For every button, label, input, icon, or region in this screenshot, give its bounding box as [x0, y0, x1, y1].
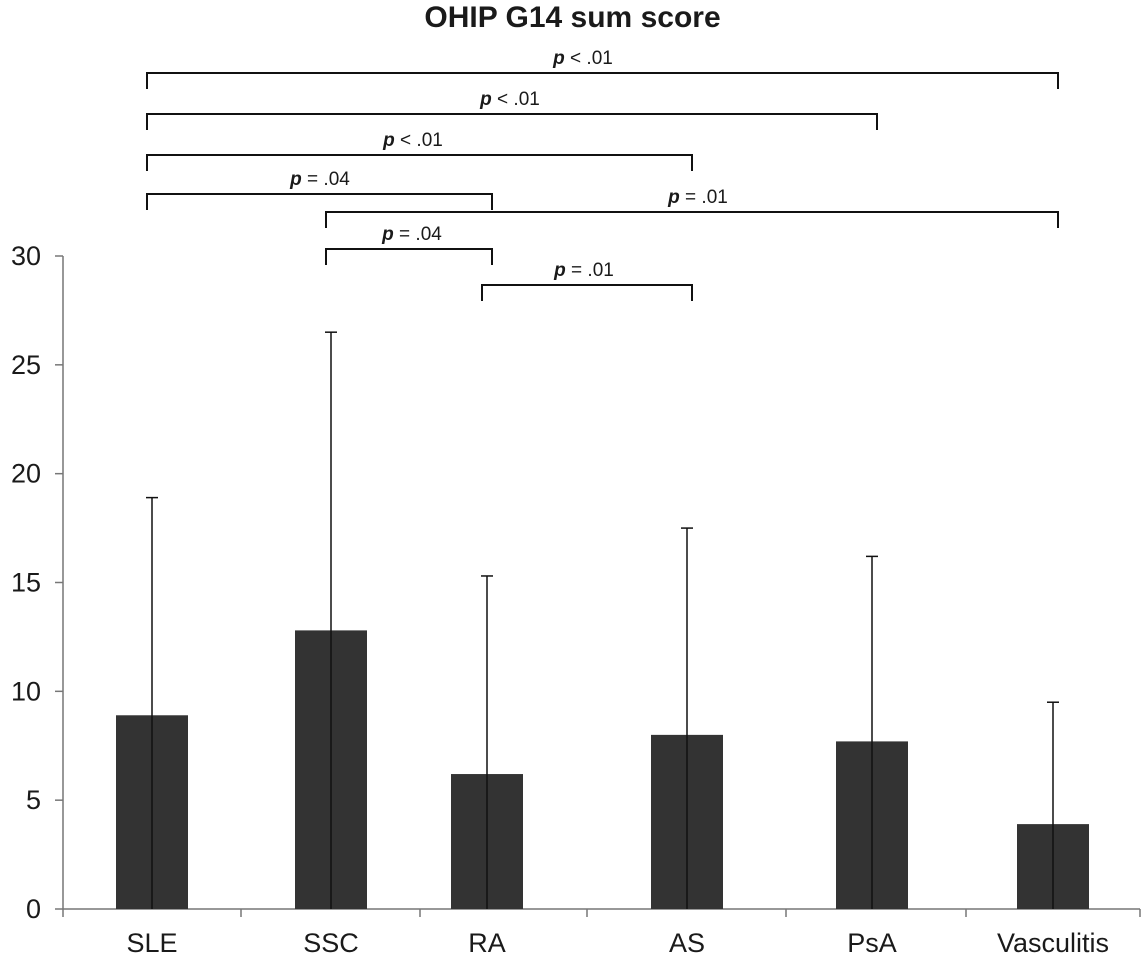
- y-tick-label: 30: [11, 241, 41, 271]
- significance-bracket: [325, 248, 493, 265]
- x-category-label: SSC: [303, 928, 359, 958]
- chart-title: OHIP G14 sum score: [424, 1, 721, 34]
- significance-bracket: [146, 154, 693, 171]
- significance-label: p = .04: [381, 224, 442, 245]
- significance-bracket: [481, 284, 693, 301]
- significance-bracket: [146, 113, 878, 130]
- x-category-label: PsA: [847, 928, 897, 958]
- significance-label: p < .01: [479, 89, 540, 110]
- x-category-label: SLE: [126, 928, 177, 958]
- y-tick-label: 25: [11, 350, 41, 380]
- y-tick-label: 0: [26, 894, 41, 924]
- significance-bracket: [325, 211, 1059, 228]
- x-category-label: Vasculitis: [997, 928, 1109, 958]
- y-tick-label: 10: [11, 676, 41, 706]
- x-category-label: RA: [468, 928, 506, 958]
- significance-label: p = .04: [289, 169, 350, 190]
- significance-bracket: [146, 193, 493, 210]
- significance-label: p < .01: [552, 48, 613, 69]
- significance-bracket: [146, 72, 1059, 89]
- significance-label: p < .01: [382, 130, 443, 151]
- y-tick-label: 5: [26, 785, 41, 815]
- y-tick-label: 20: [11, 459, 41, 489]
- significance-label: p = .01: [553, 260, 614, 281]
- x-category-label: AS: [669, 928, 705, 958]
- y-tick-label: 15: [11, 568, 41, 598]
- significance-label: p = .01: [667, 187, 728, 208]
